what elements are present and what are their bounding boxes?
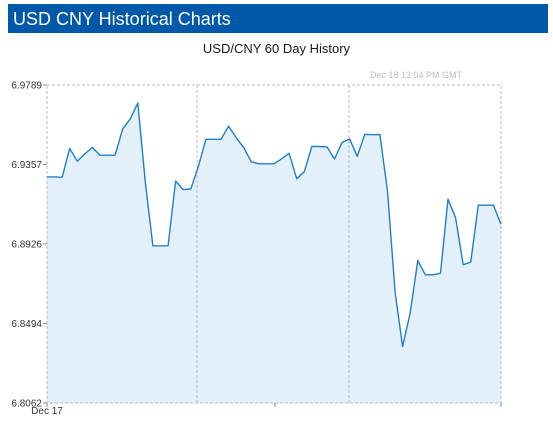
data-point <box>462 263 465 266</box>
data-point <box>53 175 56 178</box>
data-point <box>348 138 351 141</box>
data-point <box>167 244 170 247</box>
data-point <box>492 204 495 207</box>
data-point <box>212 138 215 141</box>
data-point <box>265 162 268 165</box>
data-point <box>288 152 291 155</box>
data-point <box>144 182 147 185</box>
data-point <box>91 146 94 149</box>
data-point <box>106 154 109 157</box>
data-point <box>500 223 503 226</box>
data-point <box>371 133 374 136</box>
data-point <box>295 177 298 180</box>
data-point <box>477 204 480 207</box>
data-point <box>280 157 283 160</box>
header-bar: USD CNY Historical Charts <box>8 4 548 33</box>
series-line <box>47 102 502 348</box>
data-point <box>189 188 192 191</box>
data-point <box>341 141 344 144</box>
data-point <box>356 155 359 158</box>
data-point <box>333 158 336 161</box>
data-point <box>136 102 139 105</box>
data-point <box>220 138 223 141</box>
data-point <box>439 272 442 275</box>
data-point <box>204 138 207 141</box>
data-point <box>378 133 381 136</box>
data-point <box>363 133 366 136</box>
data-point <box>401 345 404 348</box>
data-point <box>174 180 177 183</box>
data-point <box>197 165 200 168</box>
area-fill <box>47 103 501 403</box>
data-point <box>68 147 71 150</box>
data-point <box>250 160 253 163</box>
data-point <box>409 311 412 314</box>
data-point <box>242 146 245 149</box>
data-point <box>447 198 450 201</box>
data-point <box>394 291 397 294</box>
data-point <box>431 273 434 276</box>
x-tick-label-1: Dec 17 <box>31 406 63 417</box>
data-point <box>484 204 487 207</box>
data-point <box>99 154 102 157</box>
data-point <box>114 154 117 157</box>
data-point <box>303 170 306 173</box>
data-point <box>121 127 124 130</box>
data-point <box>310 145 313 148</box>
y-tick-label-4: 6.8494 <box>11 319 42 330</box>
data-point <box>151 244 154 247</box>
data-point <box>424 273 427 276</box>
data-point <box>257 162 260 165</box>
data-point <box>76 160 79 163</box>
data-point <box>469 261 472 264</box>
y-tick-label-2: 6.9357 <box>11 160 42 171</box>
data-point <box>182 188 185 191</box>
data-point <box>129 118 132 121</box>
y-tick-label-5: 6.8062 <box>11 399 42 410</box>
data-point <box>159 244 162 247</box>
data-point <box>61 176 64 179</box>
data-point <box>46 175 49 178</box>
data-point <box>318 145 321 148</box>
timestamp-label: Dec 18 13:04 PM GMT <box>370 70 463 80</box>
data-point <box>416 259 419 262</box>
data-point <box>83 152 86 155</box>
data-point <box>227 125 230 128</box>
data-point <box>454 216 457 219</box>
data-point <box>235 136 238 139</box>
data-point <box>273 162 276 165</box>
data-point <box>326 145 329 148</box>
y-tick-label-1: 6.9789 <box>11 81 42 92</box>
chart-title: USD/CNY 60 Day History <box>202 41 351 56</box>
page-title: USD CNY Historical Charts <box>13 9 231 29</box>
data-point <box>386 190 389 193</box>
y-tick-label-3: 6.8926 <box>11 239 42 250</box>
